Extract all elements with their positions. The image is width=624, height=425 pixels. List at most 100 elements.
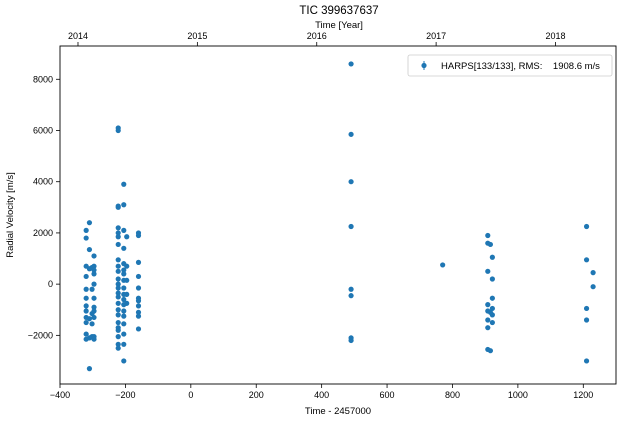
data-point bbox=[485, 302, 491, 308]
y-tick-label: 0 bbox=[48, 279, 53, 289]
top-tick-label: 2018 bbox=[545, 31, 565, 41]
data-point bbox=[86, 246, 93, 253]
data-point bbox=[124, 300, 130, 306]
data-point bbox=[487, 241, 494, 248]
data-point bbox=[487, 348, 494, 354]
data-point bbox=[115, 294, 121, 300]
data-point bbox=[124, 234, 130, 240]
data-point bbox=[348, 131, 354, 137]
data-point bbox=[86, 366, 93, 372]
data-point bbox=[348, 337, 354, 344]
data-point bbox=[115, 345, 121, 351]
data-point bbox=[115, 334, 121, 340]
y-tick-label: 2000 bbox=[33, 228, 53, 238]
data-point bbox=[135, 309, 142, 315]
data-point bbox=[489, 319, 495, 326]
data-point bbox=[121, 267, 127, 273]
data-point bbox=[115, 268, 121, 274]
data-point bbox=[135, 303, 142, 309]
data-point bbox=[91, 295, 97, 301]
data-point bbox=[91, 271, 97, 277]
data-point bbox=[124, 277, 130, 283]
data-point bbox=[86, 316, 93, 322]
data-point bbox=[83, 235, 89, 241]
data-point bbox=[489, 312, 495, 318]
data-point bbox=[91, 308, 97, 314]
data-point bbox=[83, 303, 89, 309]
data-point bbox=[115, 225, 121, 231]
data-point bbox=[485, 232, 491, 239]
data-point bbox=[485, 317, 491, 323]
data-point bbox=[348, 293, 354, 299]
x-tick-label: 600 bbox=[380, 390, 395, 400]
x-tick-label: 200 bbox=[249, 390, 264, 400]
data-point bbox=[485, 325, 491, 331]
data-point bbox=[489, 295, 495, 301]
data-point bbox=[135, 285, 142, 291]
top-tick-label: 2015 bbox=[187, 31, 207, 41]
data-point bbox=[83, 227, 89, 233]
data-point bbox=[115, 263, 121, 269]
data-point bbox=[135, 273, 142, 280]
data-point bbox=[121, 341, 127, 347]
data-point bbox=[135, 232, 142, 239]
data-point bbox=[115, 241, 121, 248]
data-point bbox=[121, 331, 127, 337]
data-point bbox=[115, 127, 121, 134]
data-point bbox=[121, 227, 127, 233]
data-point bbox=[348, 179, 354, 185]
y-axis-label: Radial Velocity [m/s] bbox=[5, 172, 16, 258]
data-point bbox=[91, 281, 97, 287]
data-point bbox=[83, 295, 89, 301]
data-point bbox=[583, 223, 590, 230]
data-point bbox=[115, 290, 121, 296]
data-point bbox=[115, 285, 121, 291]
data-point bbox=[86, 220, 93, 226]
x-tick-label: 0 bbox=[188, 390, 193, 400]
legend-box bbox=[407, 54, 613, 77]
x-tick-label: 400 bbox=[314, 390, 329, 400]
data-point bbox=[115, 276, 121, 282]
data-point bbox=[115, 327, 121, 333]
data-point bbox=[83, 308, 89, 314]
data-point bbox=[89, 286, 95, 292]
top-axis: 2014 2015 2016 2017 2018 bbox=[68, 31, 566, 46]
data-point bbox=[489, 276, 495, 282]
x-axis: −400 −200 0 200 400 600 800 1000 1200 bbox=[50, 384, 593, 400]
data-point bbox=[121, 313, 127, 319]
y-axis: −2000 0 2000 4000 6000 8000 bbox=[28, 74, 60, 340]
data-point bbox=[91, 336, 97, 342]
data-point bbox=[590, 270, 596, 276]
x-tick-label: 1200 bbox=[573, 390, 593, 400]
data-point bbox=[115, 300, 121, 306]
y-tick-label: 4000 bbox=[33, 177, 53, 187]
x-axis-label: Time - 2457000 bbox=[305, 406, 371, 417]
data-point bbox=[121, 296, 127, 303]
data-points bbox=[83, 61, 596, 372]
data-point bbox=[121, 245, 127, 251]
data-point bbox=[115, 307, 121, 313]
data-point bbox=[115, 257, 121, 263]
data-point bbox=[83, 319, 89, 326]
x-tick-label: 800 bbox=[445, 390, 460, 400]
legend-marker bbox=[421, 62, 427, 69]
y-tick-label: 6000 bbox=[33, 126, 53, 136]
legend: HARPS[133/133], RMS: 1908.6 m/s bbox=[407, 54, 613, 77]
data-point bbox=[115, 204, 121, 210]
data-point bbox=[91, 314, 97, 321]
legend-label: HARPS[133/133], RMS: 1908.6 m/s bbox=[441, 61, 600, 72]
data-point bbox=[583, 305, 590, 312]
data-point bbox=[348, 223, 354, 230]
data-point bbox=[590, 284, 596, 290]
data-point bbox=[121, 308, 127, 314]
data-point bbox=[115, 319, 121, 326]
data-point bbox=[489, 254, 495, 260]
data-point bbox=[348, 286, 354, 292]
data-point bbox=[485, 268, 491, 274]
data-point bbox=[91, 253, 97, 259]
data-point bbox=[121, 321, 127, 327]
data-point bbox=[83, 331, 89, 337]
plot-frame bbox=[59, 45, 617, 385]
top-tick-label: 2014 bbox=[68, 31, 88, 41]
